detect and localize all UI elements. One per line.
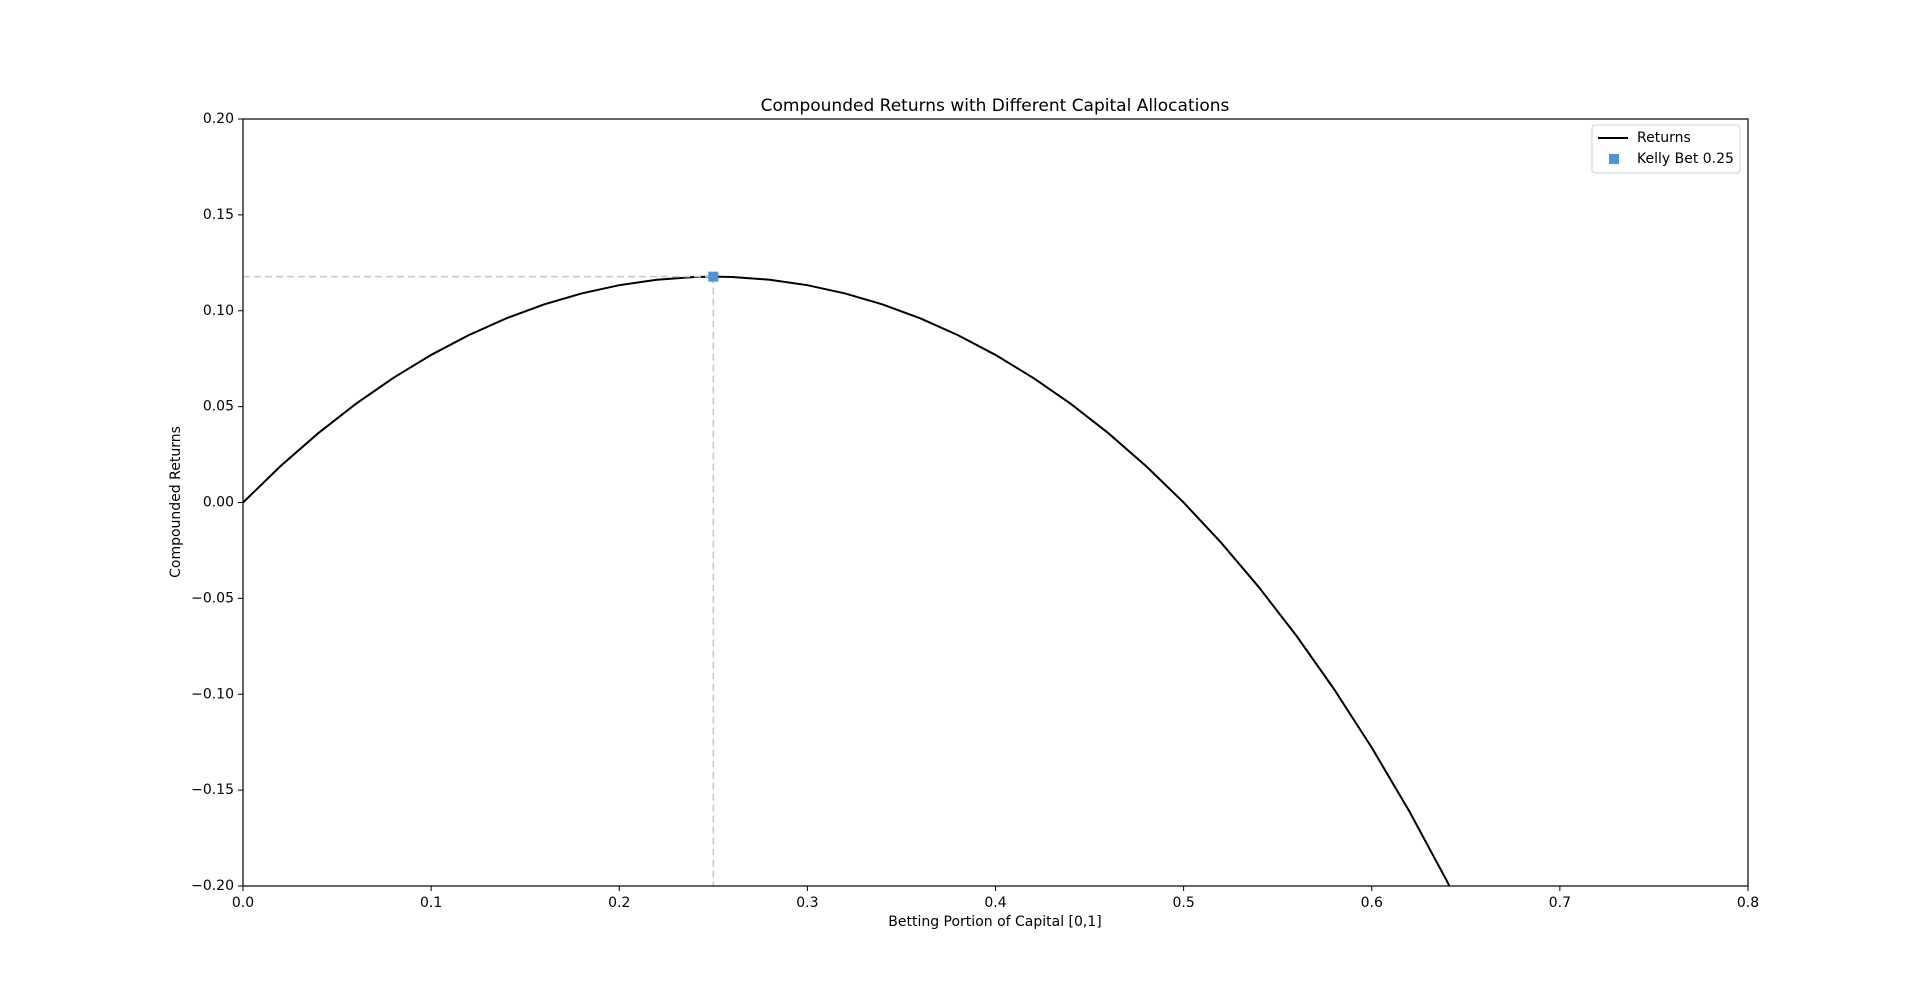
kelly-point <box>708 271 719 282</box>
y-tick-label: −0.20 <box>191 878 234 894</box>
x-tick-label: 0.7 <box>1549 895 1571 911</box>
y-tick-label: −0.05 <box>191 590 234 606</box>
y-tick-label: 0.05 <box>203 399 234 415</box>
y-tick-label: 0.00 <box>203 495 234 511</box>
x-tick-label: 0.1 <box>420 895 442 911</box>
legend-label: Kelly Bet 0.25 <box>1637 151 1734 167</box>
y-tick-label: −0.10 <box>191 686 234 702</box>
plot-frame <box>242 118 1749 887</box>
x-tick-label: 0.2 <box>608 895 630 911</box>
y-tick-label: 0.15 <box>203 207 234 223</box>
legend-box <box>1591 124 1741 174</box>
x-tick-label: 0.5 <box>1172 895 1194 911</box>
returns-line <box>243 275 1451 886</box>
y-tick-label: −0.15 <box>191 782 234 798</box>
legend-label: Returns <box>1637 130 1691 146</box>
chart-title: Compounded Returns with Different Capita… <box>761 96 1230 116</box>
x-tick-label: 0.4 <box>984 895 1006 911</box>
x-tick-label: 0.8 <box>1737 895 1759 911</box>
legend-marker <box>1609 154 1619 164</box>
y-axis-label: Compounded Returns <box>168 426 184 578</box>
x-axis-label: Betting Portion of Capital [0,1] <box>888 914 1102 930</box>
x-tick-label: 0.3 <box>796 895 818 911</box>
y-tick-label: 0.20 <box>203 111 234 127</box>
x-tick-label: 0.6 <box>1361 895 1383 911</box>
y-tick-label: 0.10 <box>203 303 234 319</box>
plot-area <box>243 271 1451 886</box>
x-tick-label: 0.0 <box>232 895 254 911</box>
